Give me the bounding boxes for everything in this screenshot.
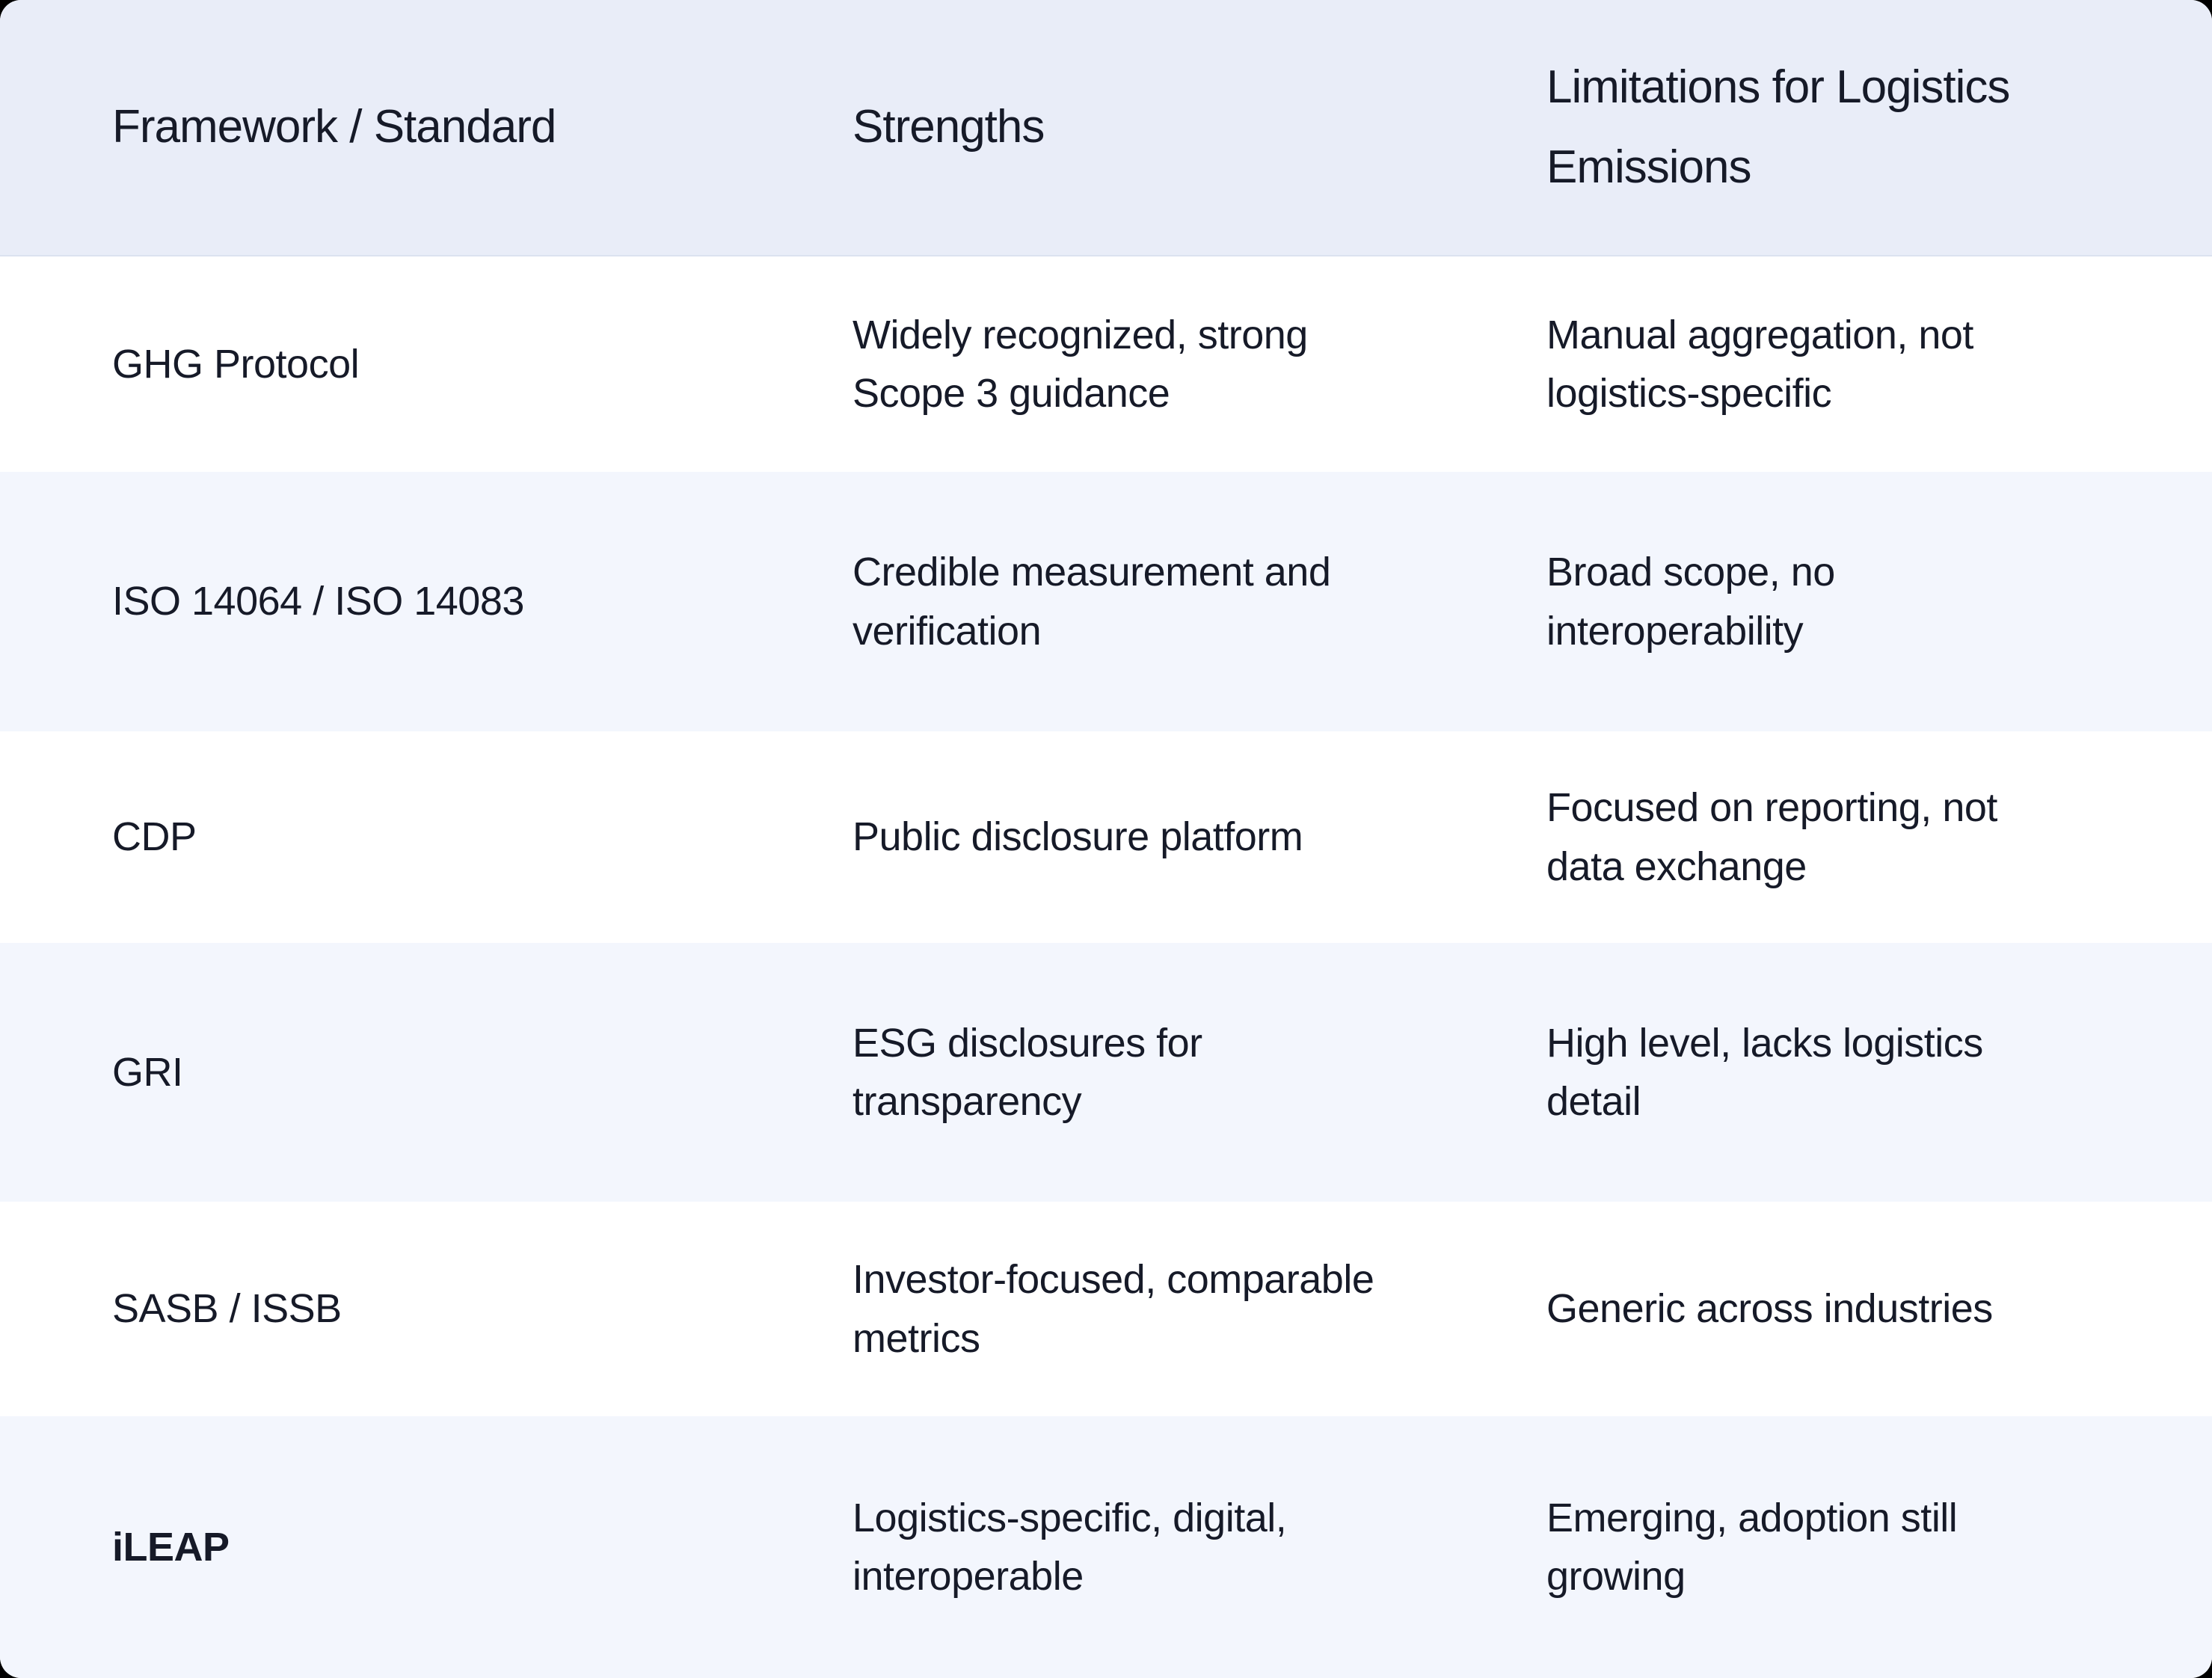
strengths-cell: Credible measurement and verification [852, 543, 1546, 660]
strengths-cell: Widely recognized, strong Scope 3 guidan… [852, 306, 1546, 423]
limitations-cell: Manual aggregation, not logistics-specif… [1546, 306, 2122, 423]
table-row-ghg-protocol: GHG Protocol Widely recognized, strong S… [0, 256, 2212, 472]
strengths-value: Investor-focused, comparable metrics [852, 1257, 1374, 1361]
framework-value: GHG Protocol [112, 341, 360, 387]
table-header-row: Framework / Standard Strengths Limitatio… [0, 0, 2212, 256]
strengths-cell: Logistics-specific, digital, interoperab… [852, 1489, 1546, 1606]
framework-cell: SASB / ISSB [112, 1279, 852, 1338]
limitations-value: Focused on reporting, not data exchange [1546, 785, 1997, 889]
column-header-limitations: Limitations for Logistics Emissions [1546, 48, 2122, 207]
limitations-cell: Generic across industries [1546, 1279, 2122, 1338]
column-header-framework: Framework / Standard [112, 87, 852, 168]
limitations-cell: High level, lacks logistics detail [1546, 1014, 2122, 1131]
strengths-cell: Public disclosure platform [852, 808, 1546, 866]
table-row-ileap: iLEAP Logistics-specific, digital, inter… [0, 1416, 2212, 1678]
limitations-cell: Broad scope, no interoperability [1546, 543, 2122, 660]
column-header-strengths-label: Strengths [852, 101, 1045, 153]
table-row-iso: ISO 14064 / ISO 14083 Credible measureme… [0, 472, 2212, 731]
strengths-cell: Investor-focused, comparable metrics [852, 1250, 1546, 1368]
framework-cell: GRI [112, 1043, 852, 1101]
limitations-value: Generic across industries [1546, 1286, 1993, 1332]
strengths-value: Public disclosure platform [852, 814, 1303, 860]
table-row-gri: GRI ESG disclosures for transparency Hig… [0, 943, 2212, 1202]
limitations-value: Emerging, adoption still growing [1546, 1495, 1958, 1599]
framework-value: SASB / ISSB [112, 1286, 342, 1332]
framework-value: iLEAP [112, 1524, 230, 1570]
framework-value: ISO 14064 / ISO 14083 [112, 579, 524, 624]
column-header-strengths: Strengths [852, 87, 1546, 168]
table-row-cdp: CDP Public disclosure platform Focused o… [0, 731, 2212, 943]
framework-cell: iLEAP [112, 1518, 852, 1576]
limitations-value: High level, lacks logistics detail [1546, 1020, 1983, 1124]
column-header-framework-label: Framework / Standard [112, 101, 556, 153]
strengths-value: Logistics-specific, digital, interoperab… [852, 1495, 1287, 1599]
framework-cell: GHG Protocol [112, 335, 852, 393]
strengths-value: Credible measurement and verification [852, 550, 1331, 654]
framework-value: CDP [112, 814, 197, 860]
limitations-cell: Focused on reporting, not data exchange [1546, 778, 2122, 896]
limitations-cell: Emerging, adoption still growing [1546, 1489, 2122, 1606]
strengths-cell: ESG disclosures for transparency [852, 1014, 1546, 1131]
framework-cell: ISO 14064 / ISO 14083 [112, 572, 852, 630]
strengths-value: Widely recognized, strong Scope 3 guidan… [852, 312, 1308, 416]
limitations-value: Broad scope, no interoperability [1546, 550, 1835, 654]
column-header-limitations-label: Limitations for Logistics Emissions [1546, 61, 2010, 193]
limitations-value: Manual aggregation, not logistics-specif… [1546, 312, 1973, 416]
framework-value: GRI [112, 1049, 183, 1095]
table-row-sasb-issb: SASB / ISSB Investor-focused, comparable… [0, 1202, 2212, 1416]
framework-cell: CDP [112, 808, 852, 866]
strengths-value: ESG disclosures for transparency [852, 1020, 1202, 1124]
